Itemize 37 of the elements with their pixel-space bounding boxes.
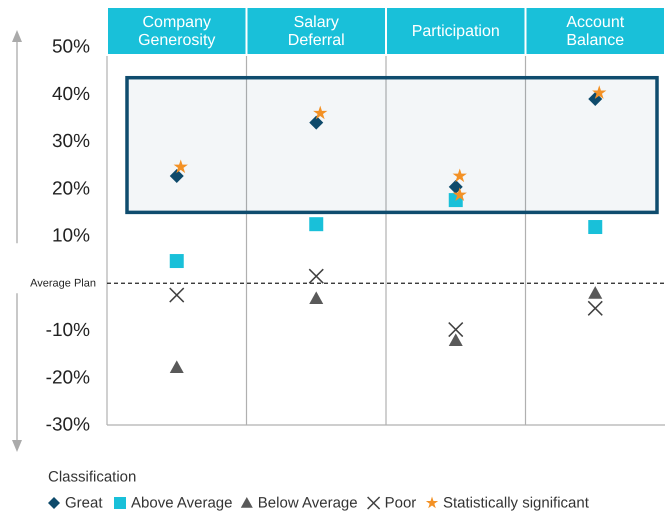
y-tick-label: 40% (52, 84, 90, 105)
x-tick-label: Account Balance (566, 14, 625, 49)
legend-label: Statistically significant (443, 494, 590, 512)
point (448, 180, 463, 194)
y-tick-label: 20% (52, 178, 90, 200)
legend-title: Classification (48, 468, 136, 486)
x-tick-label: Company Generosity (138, 14, 216, 49)
point (170, 168, 184, 183)
point (309, 116, 324, 130)
y-tick-label: -10% (46, 320, 90, 341)
point (170, 360, 184, 373)
point (170, 254, 184, 268)
point (588, 286, 602, 299)
y-tick-label: 10% (52, 226, 90, 246)
y-tick-label: 50% (52, 36, 90, 58)
point (588, 300, 603, 316)
column-header: Company Generosity (108, 8, 246, 54)
ref-line-label: Average Plan (30, 277, 96, 290)
point (309, 217, 324, 232)
legend-label: Above Average (131, 494, 232, 512)
y-tick-label: -20% (46, 367, 90, 388)
legend-label: Poor (384, 494, 416, 512)
legend-label: Great (65, 494, 104, 512)
point (448, 333, 463, 346)
y-tick-label: -30% (46, 414, 90, 436)
point (169, 287, 184, 303)
point (308, 268, 324, 284)
column-header: Participation (387, 8, 524, 54)
x-tick-label: Participation (412, 23, 500, 40)
column-header: Salary Deferral (248, 8, 385, 54)
point (588, 220, 602, 234)
x-tick-label: Salary Deferral (288, 14, 345, 49)
point (448, 322, 464, 338)
column-header: Account Balance (526, 8, 664, 54)
legend-label: Below Average (258, 494, 358, 512)
point (309, 291, 324, 304)
y-tick-label: 30% (52, 131, 90, 152)
